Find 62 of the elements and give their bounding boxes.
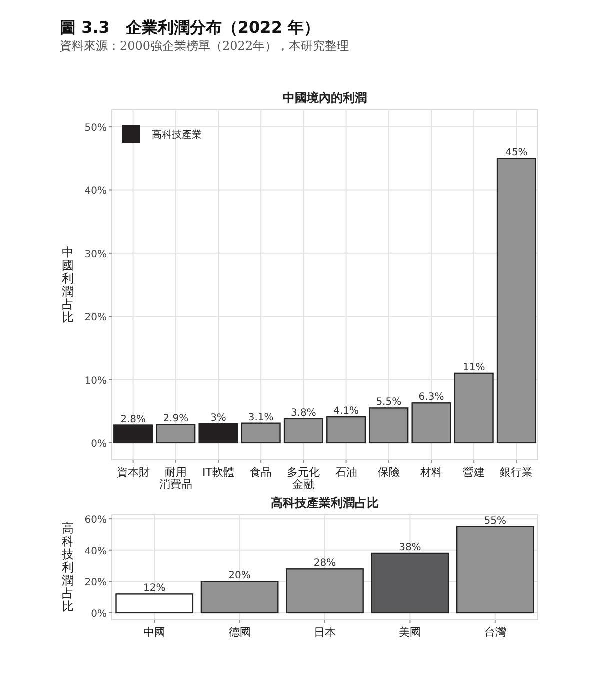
bar (116, 594, 194, 614)
x-tick-label: 保險 (378, 466, 400, 479)
x-tick-label: 台灣 (484, 626, 506, 639)
x-tick-label: 耐用消費品 (159, 466, 192, 491)
y-tick-label: 20% (84, 312, 107, 324)
bar (156, 424, 196, 444)
caption: 圖 3.3 企業利潤分布（2022 年） (60, 18, 320, 37)
bar (284, 418, 324, 444)
source-note: 資料來源：2000強企業榜單（2022年），本研究整理 (60, 39, 350, 53)
y-axis-title: 中國利潤占比 (62, 246, 74, 324)
bar (496, 158, 536, 444)
bar (241, 422, 281, 444)
data-label: 4.1% (334, 406, 360, 418)
data-label: 45% (506, 148, 528, 159)
y-tick-label: 60% (84, 515, 107, 526)
bar (198, 423, 238, 444)
y-tick-label: 40% (84, 186, 107, 198)
y-axis-title: 高科技利潤占比 (61, 522, 74, 614)
bar (326, 416, 366, 444)
bar (454, 372, 494, 444)
x-tick-label: 銀行業 (500, 466, 534, 479)
data-label: 2.9% (163, 414, 189, 425)
chart-title: 高科技產業利潤占比 (271, 496, 379, 510)
data-label: 3.8% (290, 408, 316, 419)
y-tick-label: 20% (84, 578, 107, 589)
data-label: 6.3% (418, 392, 444, 404)
x-tick-label: 資本財 (116, 466, 150, 479)
y-tick-label: 40% (84, 546, 107, 558)
y-tick-label: 0% (91, 438, 107, 450)
x-tick-label: 德國 (228, 626, 251, 639)
data-label: 55% (484, 516, 507, 527)
data-label: 28% (314, 558, 336, 570)
bar (286, 568, 364, 614)
x-tick-label: 美國 (399, 626, 422, 639)
x-tick-label: 中國 (144, 626, 166, 639)
data-label: 3% (210, 412, 226, 424)
data-label: 3.1% (248, 412, 274, 424)
y-tick-label: 30% (84, 249, 107, 260)
x-tick-label: 營建 (463, 466, 486, 479)
x-tick-label: 食品 (250, 466, 272, 479)
bar (412, 402, 452, 444)
data-label: 11% (462, 362, 486, 374)
bar (371, 552, 450, 614)
bar (456, 526, 534, 614)
bar (114, 424, 154, 444)
data-label: 12% (143, 583, 166, 594)
x-tick-label: 日本 (314, 626, 336, 639)
chart-title: 中國境內的利潤 (283, 91, 367, 105)
x-tick-label: 石油 (335, 466, 358, 479)
y-tick-label: 10% (84, 376, 107, 387)
data-label: 2.8% (120, 414, 146, 426)
data-label: 20% (228, 570, 251, 582)
data-label: 38% (399, 542, 422, 554)
data-label: 5.5% (376, 397, 402, 408)
x-tick-label: 材料 (420, 466, 442, 479)
bar (369, 408, 409, 444)
bar (200, 581, 279, 614)
y-tick-label: 50% (84, 123, 107, 134)
x-tick-label: IT軟體 (202, 466, 234, 479)
x-tick-label: 多元化金融 (287, 466, 320, 491)
legend-label: 高科技產業 (152, 129, 202, 141)
y-tick-label: 0% (91, 608, 107, 620)
